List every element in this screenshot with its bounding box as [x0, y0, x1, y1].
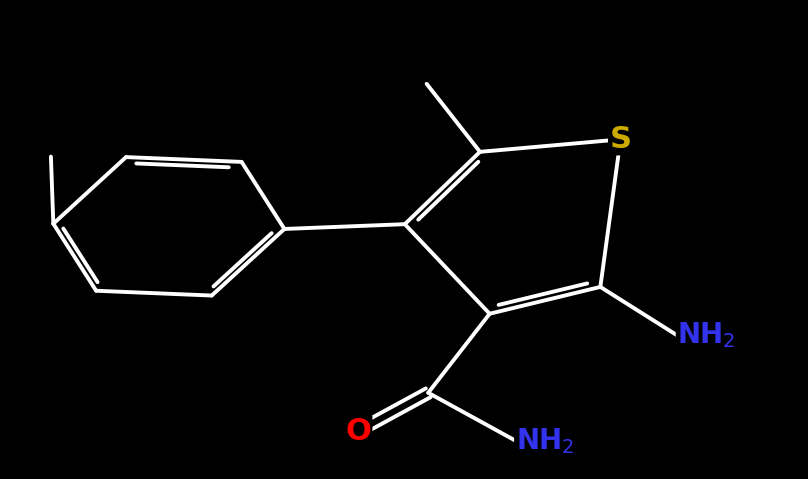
Text: NH$_2$: NH$_2$ [677, 320, 735, 350]
Text: NH$_2$: NH$_2$ [516, 426, 574, 456]
Text: S: S [609, 125, 632, 154]
Text: O: O [345, 417, 371, 445]
